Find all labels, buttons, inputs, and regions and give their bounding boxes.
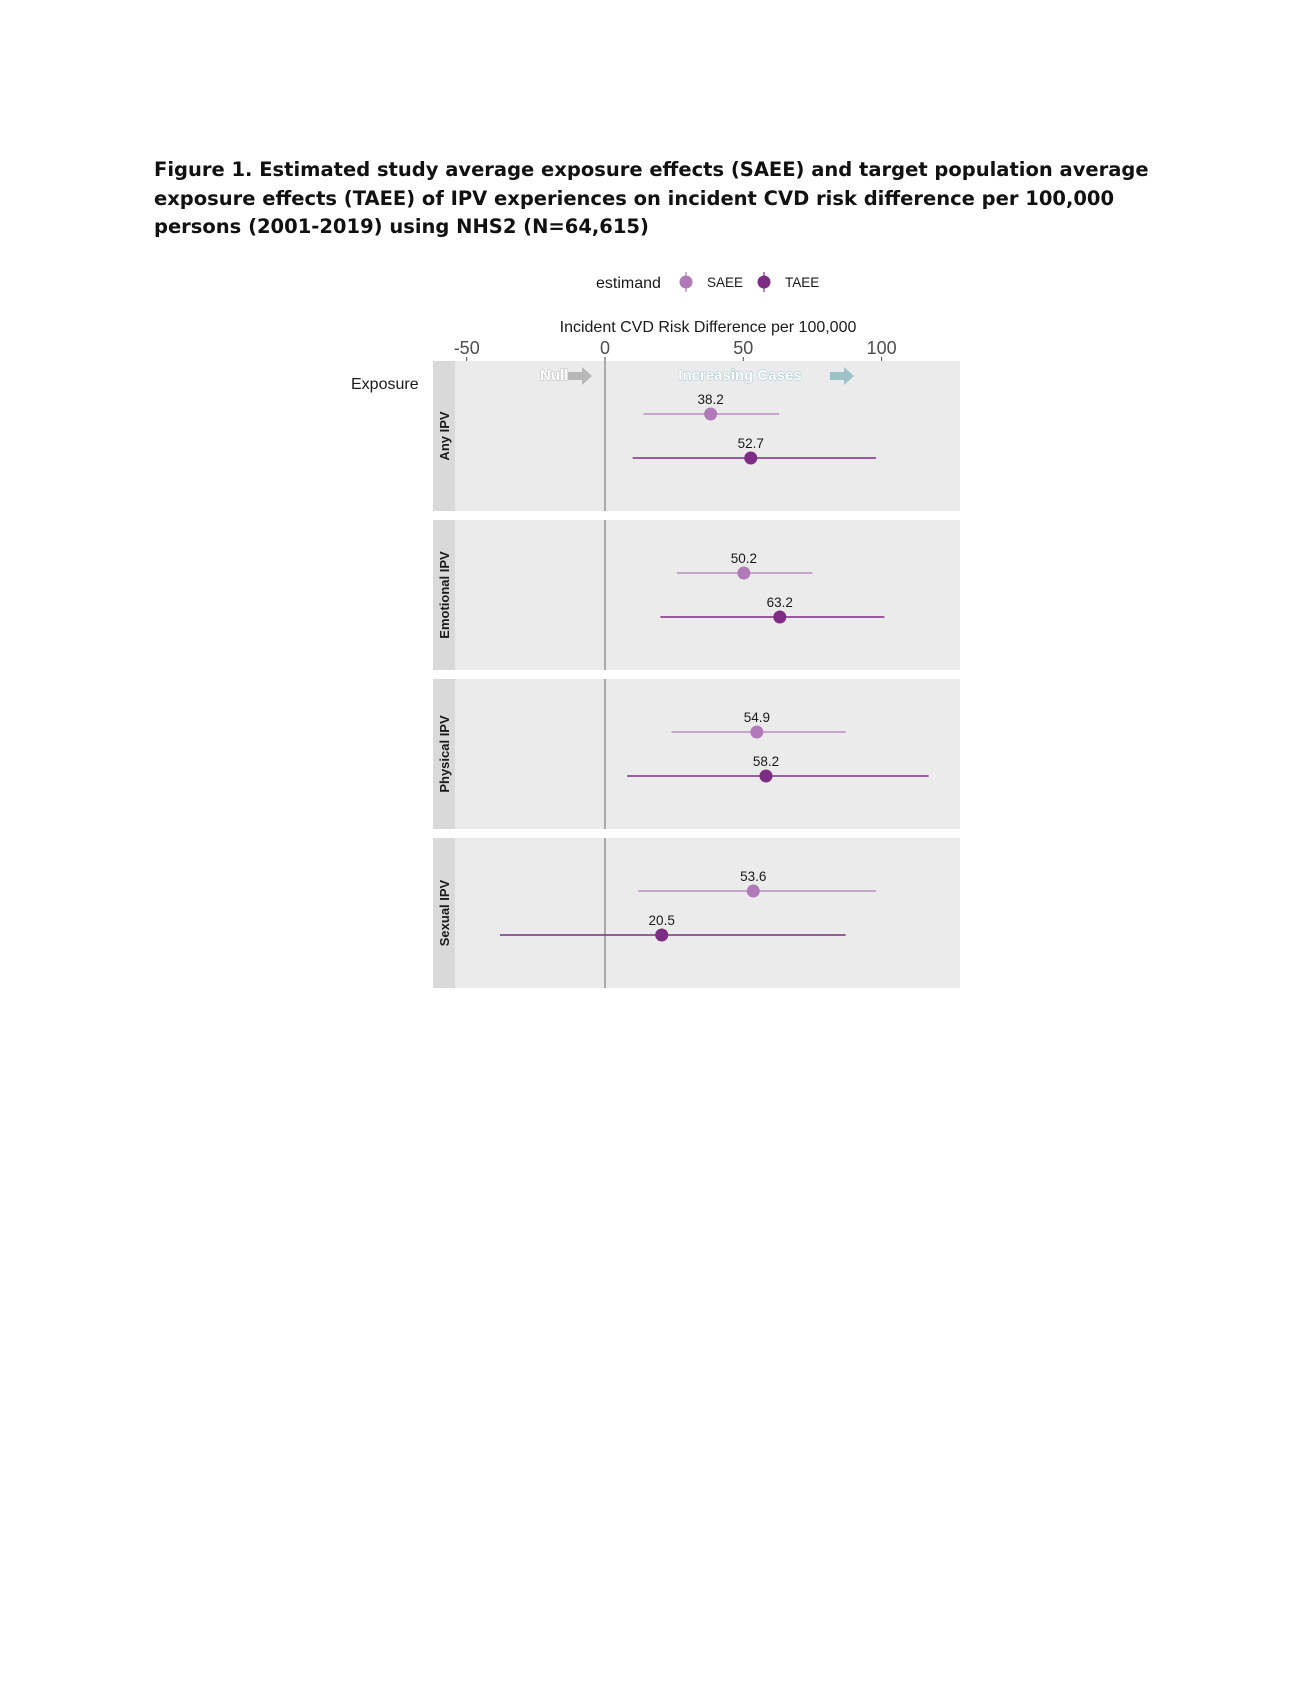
data-label: 54.9 <box>744 710 770 725</box>
legend-title: estimand <box>596 275 661 292</box>
arrow-right-icon <box>830 367 854 385</box>
panel-background <box>455 361 960 511</box>
point-estimate <box>737 566 751 580</box>
legend-key-point <box>757 275 771 289</box>
data-label: 20.5 <box>649 913 675 928</box>
legend-label: SAEE <box>707 275 743 290</box>
data-label: 63.2 <box>767 595 793 610</box>
facet-panel: Sexual IPV 53.6 20.5 <box>433 838 960 988</box>
point-estimate <box>655 928 669 942</box>
legend: estimand SAEE TAEE <box>596 272 819 292</box>
x-tick-label: 100 <box>867 338 897 358</box>
x-tick-label: -50 <box>454 338 480 358</box>
annotations: Null Increasing Cases <box>540 367 854 385</box>
null-annotation-label: Null <box>540 367 568 384</box>
point-estimate <box>746 884 760 898</box>
panel-background <box>455 679 960 829</box>
facet-panels: Any IPV 38.2 52.7 Emotional IPV 50.2 63.2 Phys… <box>433 361 960 988</box>
increasing-cases-annotation-label: Increasing Cases <box>678 367 801 384</box>
data-label: 38.2 <box>698 392 724 407</box>
figure-caption: Figure 1. Estimated study average exposu… <box>154 158 1149 238</box>
facet-panel: Any IPV 38.2 52.7 <box>433 361 960 511</box>
x-axis: Incident CVD Risk Difference per 100,000… <box>351 319 897 393</box>
facet-label: Sexual IPV <box>437 879 452 946</box>
data-label: 50.2 <box>731 551 757 566</box>
point-estimate <box>773 610 787 624</box>
data-label: 58.2 <box>753 754 779 769</box>
point-estimate <box>759 769 773 783</box>
x-tick-label: 50 <box>733 338 753 358</box>
panel-background <box>455 520 960 670</box>
facet-label: Physical IPV <box>437 715 452 793</box>
point-estimate <box>750 725 764 739</box>
data-label: 53.6 <box>740 869 766 884</box>
x-tick-label: 0 <box>600 338 610 358</box>
facet-strip <box>433 520 455 670</box>
point-estimate <box>744 451 758 465</box>
legend-key-point <box>679 275 693 289</box>
y-axis-title: Exposure <box>351 376 419 393</box>
data-label: 52.7 <box>738 436 764 451</box>
panel-background <box>455 838 960 988</box>
facet-panel: Emotional IPV 50.2 63.2 <box>433 520 960 670</box>
facet-strip <box>433 679 455 829</box>
legend-label: TAEE <box>785 275 819 290</box>
point-estimate <box>704 407 718 421</box>
facet-strip <box>433 361 455 511</box>
facet-strip <box>433 838 455 988</box>
facet-panel: Physical IPV 54.9 58.2 <box>433 679 960 829</box>
arrow-right-icon <box>568 367 592 385</box>
facet-label: Emotional IPV <box>437 551 452 639</box>
x-axis-title: Incident CVD Risk Difference per 100,000 <box>560 319 857 336</box>
facet-label: Any IPV <box>437 411 452 460</box>
